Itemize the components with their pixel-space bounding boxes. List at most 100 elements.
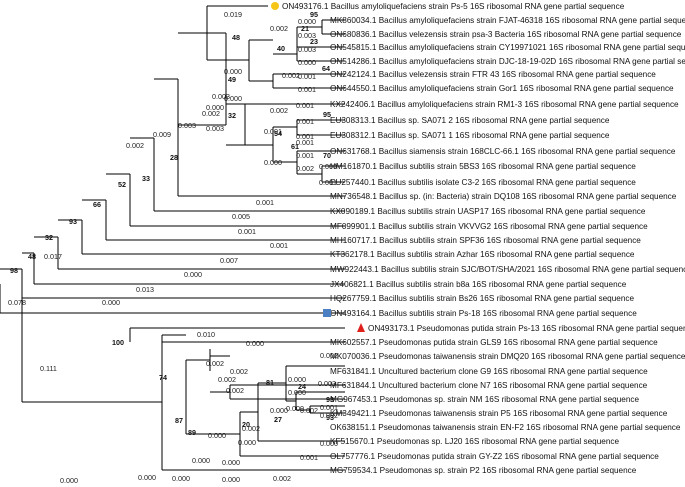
branch-length-value: 0.000 <box>224 67 242 76</box>
bootstrap-value: 48 <box>28 252 36 261</box>
tree-labels: ON493176.1 Bacillus amyloliquefaciens st… <box>8 2 685 485</box>
branch-length-value: 0.003 <box>206 124 224 133</box>
taxon-label: ON493173.1 Pseudomonas putida strain Ps-… <box>368 324 685 333</box>
bootstrap-value: 93 <box>326 413 334 422</box>
taxon-label: JX406821.1 Bacillus subtilis strain b8a … <box>330 280 627 289</box>
taxon-label: ON242124.1 Bacillus velezensis strain FT… <box>330 70 656 79</box>
taxon-label: MK070036.1 Pseudomonas taiwanensis strai… <box>330 352 685 361</box>
taxon-label: OL757776.1 Pseudomonas putida strain GY-… <box>330 452 659 461</box>
branch-length-value: 0.002 <box>273 474 291 483</box>
taxon-label: KF515670.1 Pseudomonas sp. LJ20 16S ribo… <box>330 437 619 446</box>
branch-length-value: 0.000 <box>288 388 306 397</box>
tree-branches <box>0 5 345 471</box>
branch-length-value: 0.002 <box>320 351 338 360</box>
taxon-label: MK860034.1 Bacillus amyloliquefaciens st… <box>330 16 685 25</box>
branch-length-value: 0.001 <box>296 132 314 141</box>
bootstrap-value: 20 <box>242 420 250 429</box>
branch-length-value: 0.000 <box>319 162 337 171</box>
taxon-label: ON493176.1 Bacillus amyloliquefaciens st… <box>282 2 625 11</box>
branch-length-value: 0.002 <box>300 406 318 415</box>
branch-length-value: 0.002 <box>270 24 288 33</box>
branch-length-value: 0.002 <box>218 375 236 384</box>
bootstrap-value: 100 <box>112 338 124 347</box>
taxon-label: MF631841.1 Uncultured bacterium clone G9… <box>330 367 648 376</box>
bootstrap-value: 23 <box>310 37 318 46</box>
bootstrap-value: 93 <box>69 217 77 226</box>
branch-length-value: 0.009 <box>153 130 171 139</box>
taxon-label: HM161870.1 Bacillus subtilis strain 5BS3… <box>330 162 636 171</box>
branch-length-value: 0.003 <box>298 45 316 54</box>
branch-length-value: 0.000 <box>264 158 282 167</box>
taxon-label: KM349421.1 Pseudomonas taiwanensis strai… <box>330 409 668 418</box>
branch-length-value: 0.002 <box>242 424 260 433</box>
branch-length-value: 0.000 <box>172 474 190 483</box>
branch-length-value: 0.000 <box>288 375 306 384</box>
bootstrap-value: 89 <box>188 428 196 437</box>
branch-length-value: 0.010 <box>197 330 215 339</box>
taxon-label: ON545815.1 Bacillus amyloliquefaciens st… <box>330 43 685 52</box>
taxon-label: MH160717.1 Bacillus subtilis strain SPF3… <box>330 236 641 245</box>
branch-length-value: 0.002 <box>202 109 220 118</box>
bootstrap-value: 70 <box>323 151 331 160</box>
branch-length-value: 0.002 <box>270 106 288 115</box>
bootstrap-value: 52 <box>118 180 126 189</box>
taxon-label: KX242406.1 Bacillus amyloliquefaciens st… <box>330 100 679 109</box>
taxon-label: ON631768.1 Bacillus siamensis strain 168… <box>330 147 676 156</box>
bootstrap-value: 64 <box>322 64 330 73</box>
taxon-label: MW922443.1 Bacillus subtilis strain SJC/… <box>330 265 685 274</box>
bootstrap-value: 32 <box>228 111 236 120</box>
taxon-label: MF631844.1 Uncultured bacterium clone N7… <box>330 381 648 390</box>
taxon-label: HQ267759.1 Bacillus subtilis strain Bs26… <box>330 294 634 303</box>
branch-length-value: 0.000 <box>60 476 78 485</box>
taxon-label: EU308313.1 Bacillus sp. SA071 2 16S ribo… <box>330 116 610 125</box>
isolate-triangle-marker <box>357 323 365 332</box>
branch-length-value: 0.005 <box>232 212 250 221</box>
taxon-label: EU257440.1 Bacillus subtilis isolate C3-… <box>330 178 636 187</box>
bootstrap-value: 21 <box>301 24 309 33</box>
branch-length-value: 0.001 <box>300 453 318 462</box>
branch-length-value: 0.000 <box>208 431 226 440</box>
taxon-label: ON680836.1 Bacillus velezensis strain ps… <box>330 30 682 39</box>
branch-length-value: 0.111 <box>40 364 57 373</box>
taxon-label: ON644550.1 Bacillus amyloliquefaciens st… <box>330 84 674 93</box>
branch-length-value: 0.013 <box>136 285 154 294</box>
branch-length-value: 0.000 <box>224 94 242 103</box>
branch-length-value: 0.001 <box>270 241 288 250</box>
taxon-label: KX090189.1 Bacillus subtilis strain UASP… <box>330 207 646 216</box>
taxon-label: EU308312.1 Bacillus sp. SA071 1 16S ribo… <box>330 131 610 140</box>
branch-length-value: 0.001 <box>298 72 316 81</box>
branch-length-value: 0.000 <box>222 458 240 467</box>
branch-length-value: 0.000 <box>138 473 156 482</box>
branch-length-value: 0.003 <box>212 92 230 101</box>
branch-length-value: 0.017 <box>44 252 62 261</box>
bootstrap-value: 40 <box>277 44 285 53</box>
branch-length-value: 0.000 <box>298 58 316 67</box>
bootstrap-value: 28 <box>170 153 178 162</box>
branch-length-value: 0.002 <box>296 164 314 173</box>
branch-length-value: 0.000 <box>320 439 338 448</box>
taxon-label: MG967453.1 Pseudomonas sp. strain NM 16S… <box>330 395 639 404</box>
branch-length-value: 0.000 <box>246 339 264 348</box>
branch-length-value: 0.000 <box>270 406 288 415</box>
branch-length-value: 0.001 <box>296 151 314 160</box>
bootstrap-value: 54 <box>274 129 282 138</box>
bootstrap-value: 33 <box>142 174 150 183</box>
branch-length-value: 0.001 <box>320 403 338 412</box>
branch-length-value: 0.002 <box>282 71 300 80</box>
bootstrap-value: 61 <box>291 142 299 151</box>
isolate-circle-marker <box>271 2 279 10</box>
branch-length-value: 0.003 <box>318 379 336 388</box>
branch-length-value: 0.002 <box>230 367 248 376</box>
branch-length-value: 0.001 <box>298 85 316 94</box>
bootstrap-value: 48 <box>232 33 240 42</box>
branch-length-value: 0.000 <box>206 103 224 112</box>
taxon-label: MG759534.1 Pseudomonas sp. strain P2 16S… <box>330 466 637 475</box>
bootstrap-value: 98 <box>10 266 18 275</box>
bootstrap-value: 81 <box>266 378 274 387</box>
branch-length-value: 0.001 <box>256 198 274 207</box>
branch-length-value: 0.001 <box>319 178 337 187</box>
taxon-label: MF099901.1 Bacillus subtilis strain VKVV… <box>330 222 648 231</box>
branch-length-value: 0.000 <box>222 475 240 484</box>
taxon-label: KT362178.1 Bacillus subtilis strain Azha… <box>330 250 635 259</box>
